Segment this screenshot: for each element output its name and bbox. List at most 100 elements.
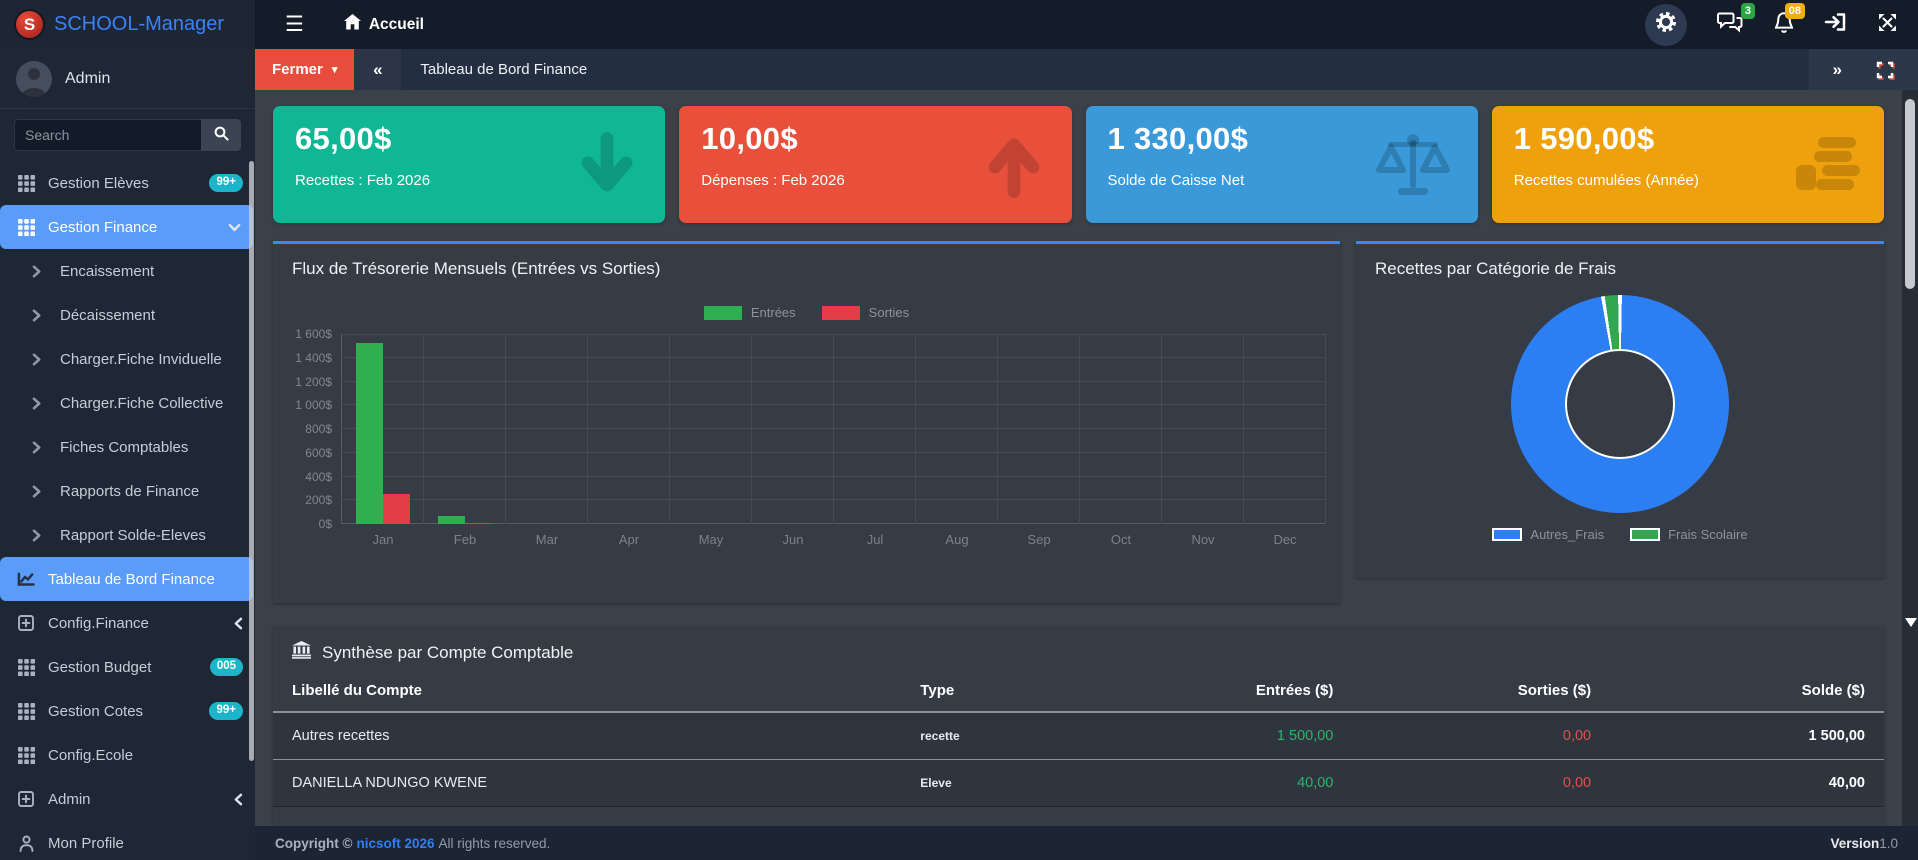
- scroll-down-marker-icon[interactable]: [1905, 618, 1917, 627]
- dashboard-content: 65,00$ Recettes : Feb 2026 10,00$ Dépenses …: [255, 90, 1918, 826]
- accounts-table: Libellé du Compte Type Entrées ($) Sorties …: [273, 674, 1884, 807]
- legend-label: Frais Scolaire: [1668, 527, 1748, 542]
- sidebar-item-charger-fiche-inviduelle[interactable]: Charger.Fiche Inviduelle: [0, 337, 255, 381]
- donut-legend-item-autres-frais[interactable]: Autres_Frais: [1492, 527, 1604, 542]
- stat-card-recettes-feb-2026: 65,00$ Recettes : Feb 2026: [273, 106, 666, 223]
- legend-label: Sorties: [868, 305, 910, 320]
- sidebar-item-mon-profile[interactable]: Mon Profile: [0, 821, 255, 860]
- fullscreen-expand-button[interactable]: [1877, 12, 1898, 38]
- sidebar-item-label: Gestion Finance: [48, 218, 158, 236]
- main-scrollbar-thumb[interactable]: [1905, 99, 1915, 289]
- x-tick-label: Jan: [372, 532, 394, 547]
- month-cell-jul: [834, 334, 916, 524]
- table-row-autres-recettes[interactable]: Autres recettes recette 1 500,00 0,00 1 500,…: [273, 712, 1884, 760]
- y-tick-label: 600$: [305, 445, 332, 460]
- bar-sorties-jan[interactable]: [382, 494, 410, 524]
- table-row-daniella-ndungo-kwene[interactable]: DANIELLA NDUNGO KWENE Eleve 40,00 0,00 40,00: [273, 759, 1884, 807]
- gridline: [342, 523, 1326, 524]
- sidebar-item-gestion-eleves[interactable]: Gestion Elèves 99+: [0, 161, 255, 205]
- month-cell-may: [670, 334, 752, 524]
- chevron-right-icon: [27, 265, 45, 278]
- sidebar-item-rapports-de-finance[interactable]: Rapports de Finance: [0, 469, 255, 513]
- cell-label: Autres recettes: [273, 712, 902, 760]
- search-icon: [214, 126, 229, 144]
- sidebar-item-gestion-finance[interactable]: Gestion Finance: [0, 205, 253, 249]
- cashflow-panel: Flux de Trésorerie Mensuels (Entrées vs …: [273, 241, 1340, 603]
- gridline: [342, 451, 1326, 453]
- main-scrollbar[interactable]: [1902, 90, 1918, 826]
- user-row[interactable]: Admin: [0, 49, 255, 109]
- sidebar-item-config-finance[interactable]: Config.Finance: [0, 601, 255, 645]
- notifications-button[interactable]: 08: [1774, 2, 1805, 39]
- sidebar-item-encaissement[interactable]: Encaissement: [0, 249, 255, 293]
- bar-sorties-feb[interactable]: [464, 522, 492, 524]
- search-input[interactable]: [14, 119, 201, 151]
- count-badge: 005: [209, 658, 243, 676]
- sidebar-item-gestion-budget[interactable]: Gestion Budget 005: [0, 645, 255, 689]
- brand-area[interactable]: S SCHOOL-Manager: [0, 0, 255, 49]
- bar-entrees-feb[interactable]: [437, 516, 465, 524]
- sign-in-button[interactable]: [1824, 12, 1847, 37]
- y-tick-label: 400$: [305, 469, 332, 484]
- scales-icon: [1372, 130, 1454, 200]
- grid-icon: [17, 746, 35, 764]
- stat-card-value: 65,00$: [295, 121, 392, 156]
- gridline: [342, 334, 1326, 335]
- chevron-right-icon: [27, 397, 45, 410]
- sidebar-item-charger-fiche-collective[interactable]: Charger.Fiche Collective: [0, 381, 255, 425]
- donut-chart: [1511, 295, 1729, 513]
- sidebar-item-label: Fiches Comptables: [60, 438, 189, 456]
- cell-entrees: 1 500,00: [1126, 712, 1353, 760]
- stat-card-label: Dépenses : Feb 2026: [701, 172, 845, 189]
- bar-chart-plot: [341, 334, 1326, 524]
- y-tick-label: 1 600$: [295, 327, 332, 341]
- user-name: Admin: [65, 70, 111, 87]
- fermer-dropdown-button[interactable]: Fermer ▾: [255, 49, 355, 90]
- sidebar-item-tableau-de-bord-finance[interactable]: Tableau de Bord Finance: [0, 557, 253, 601]
- chevron-right-icon: [27, 441, 45, 454]
- sidebar-item-gestion-cotes[interactable]: Gestion Cotes 99+: [0, 689, 255, 733]
- sidebar-scrollbar[interactable]: [249, 161, 254, 761]
- sidebar-item-decaissement[interactable]: Décaissement: [0, 293, 255, 337]
- hamburger-menu-icon[interactable]: ☰: [285, 13, 304, 36]
- stat-card-label: Solde de Caisse Net: [1107, 172, 1245, 189]
- nav-home-link[interactable]: Accueil: [343, 14, 424, 35]
- breadcrumb: Tableau de Bord Finance: [420, 61, 588, 78]
- footer-brand-link[interactable]: nicsoft 2026: [356, 835, 435, 851]
- sidebar-item-fiches-comptables[interactable]: Fiches Comptables: [0, 425, 255, 469]
- sidebar-item-rapport-solde-eleves[interactable]: Rapport Solde-Eleves: [0, 513, 255, 557]
- fullscreen-corners-icon-shadow: [1878, 62, 1895, 80]
- sidebar-item-label: Encaissement: [60, 262, 155, 280]
- search-button[interactable]: [201, 119, 241, 151]
- plussquare-icon: [17, 615, 35, 631]
- legend-item-sorties[interactable]: Sorties: [821, 305, 910, 320]
- x-tick-label: Nov: [1191, 532, 1215, 547]
- stat-card-value: 1 590,00$: [1513, 121, 1655, 156]
- column-header-type: Type: [901, 674, 1127, 713]
- cell-label: DANIELLA NDUNGO KWENE: [273, 759, 902, 807]
- notifications-badge: 08: [1784, 2, 1805, 19]
- expand-arrows-icon: [1877, 12, 1898, 38]
- messages-button[interactable]: 3: [1717, 2, 1755, 39]
- fullscreen-corners-button[interactable]: [1876, 61, 1895, 80]
- header-row: Libellé du Compte Type Entrées ($) Sorties …: [273, 674, 1884, 713]
- bar-entrees-jan[interactable]: [355, 342, 383, 524]
- collapse-right-button[interactable]: »: [1832, 59, 1842, 79]
- top-navbar: S SCHOOL-Manager ☰ Accueil 3 08: [0, 0, 1918, 49]
- gridline: [342, 356, 1326, 358]
- fermer-label: Fermer: [272, 61, 323, 78]
- chevron-right-icon: [27, 485, 45, 498]
- settings-button[interactable]: [1645, 3, 1687, 46]
- donut-legend-item-frais-scolaire[interactable]: Frais Scolaire: [1630, 527, 1748, 542]
- gear-icon: [1655, 11, 1677, 38]
- legend-swatch: [821, 305, 860, 320]
- sidebar-item-admin[interactable]: Admin: [0, 777, 255, 821]
- sidebar-item-config-ecole[interactable]: Config.Ecole: [0, 733, 255, 777]
- collapse-left-button[interactable]: «: [354, 49, 402, 90]
- stat-card-label: Recettes : Feb 2026: [295, 172, 431, 189]
- grid-icon: [17, 702, 35, 720]
- chat-bubbles-icon: [1717, 11, 1744, 39]
- legend-item-entrees[interactable]: Entrées: [703, 305, 796, 320]
- legend-swatch: [1492, 528, 1523, 541]
